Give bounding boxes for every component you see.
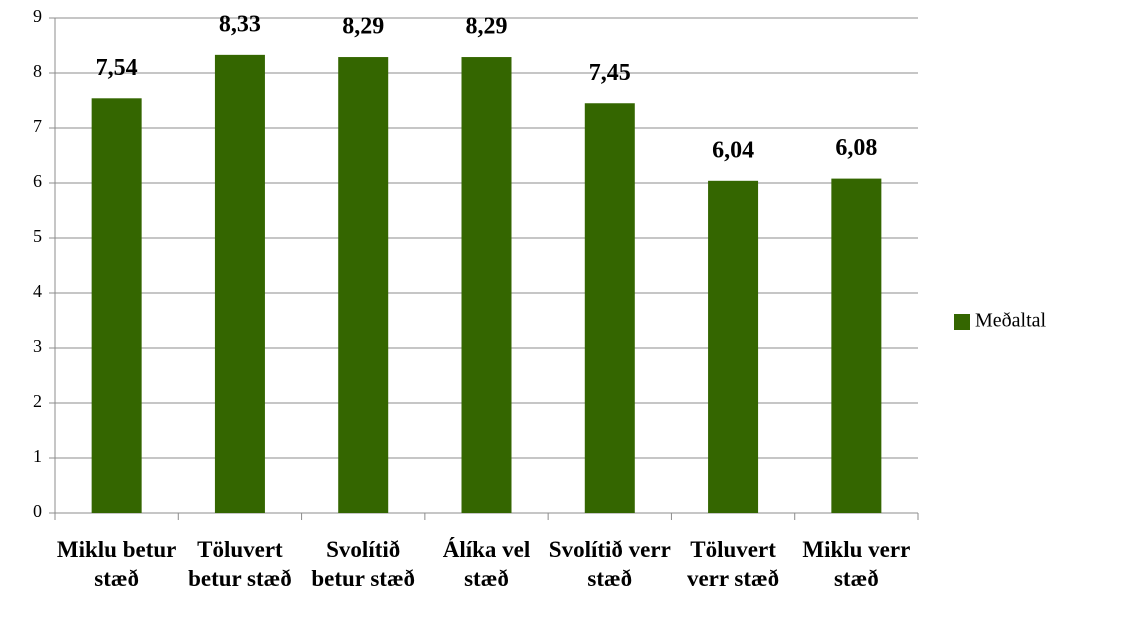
x-tick-label: Álíka vel stæð (442, 537, 531, 591)
y-tick-label: 5 (33, 226, 42, 246)
bar (831, 178, 882, 513)
y-tick-label: 6 (33, 171, 42, 191)
value-label: 8,29 (342, 14, 384, 40)
value-label: 7,54 (96, 55, 138, 81)
legend-label: Meðaltal (975, 310, 1047, 332)
bar (91, 98, 142, 514)
y-tick-label: 8 (33, 61, 42, 81)
y-tick-label: 4 (33, 281, 42, 301)
bar (461, 57, 512, 514)
bar (214, 54, 265, 513)
x-tick-label: Töluvert betur stæð (188, 537, 292, 591)
y-tick-label: 0 (33, 501, 42, 521)
y-tick-label: 3 (33, 336, 42, 356)
x-tick-label: Miklu betur stæð (56, 537, 177, 591)
x-tick-label: Svolítið betur stæð (311, 537, 416, 591)
value-label: 7,45 (589, 60, 631, 86)
y-tick-label: 9 (33, 6, 42, 26)
bar (584, 103, 635, 513)
x-tick-label: Svolítið verr stæð (548, 537, 671, 591)
legend-swatch (954, 314, 970, 330)
y-tick-label: 2 (33, 391, 42, 411)
value-label: 8,33 (219, 11, 261, 37)
bar (338, 57, 389, 514)
value-label: 8,29 (466, 14, 508, 40)
x-tick-label: Miklu verr stæð (802, 537, 911, 591)
x-tick-label: Töluvert verr stæð (686, 537, 780, 591)
y-tick-label: 1 (33, 446, 42, 466)
bar (708, 180, 759, 514)
value-label: 6,04 (712, 137, 754, 163)
y-tick-label: 7 (33, 116, 42, 136)
value-label: 6,08 (835, 135, 877, 161)
